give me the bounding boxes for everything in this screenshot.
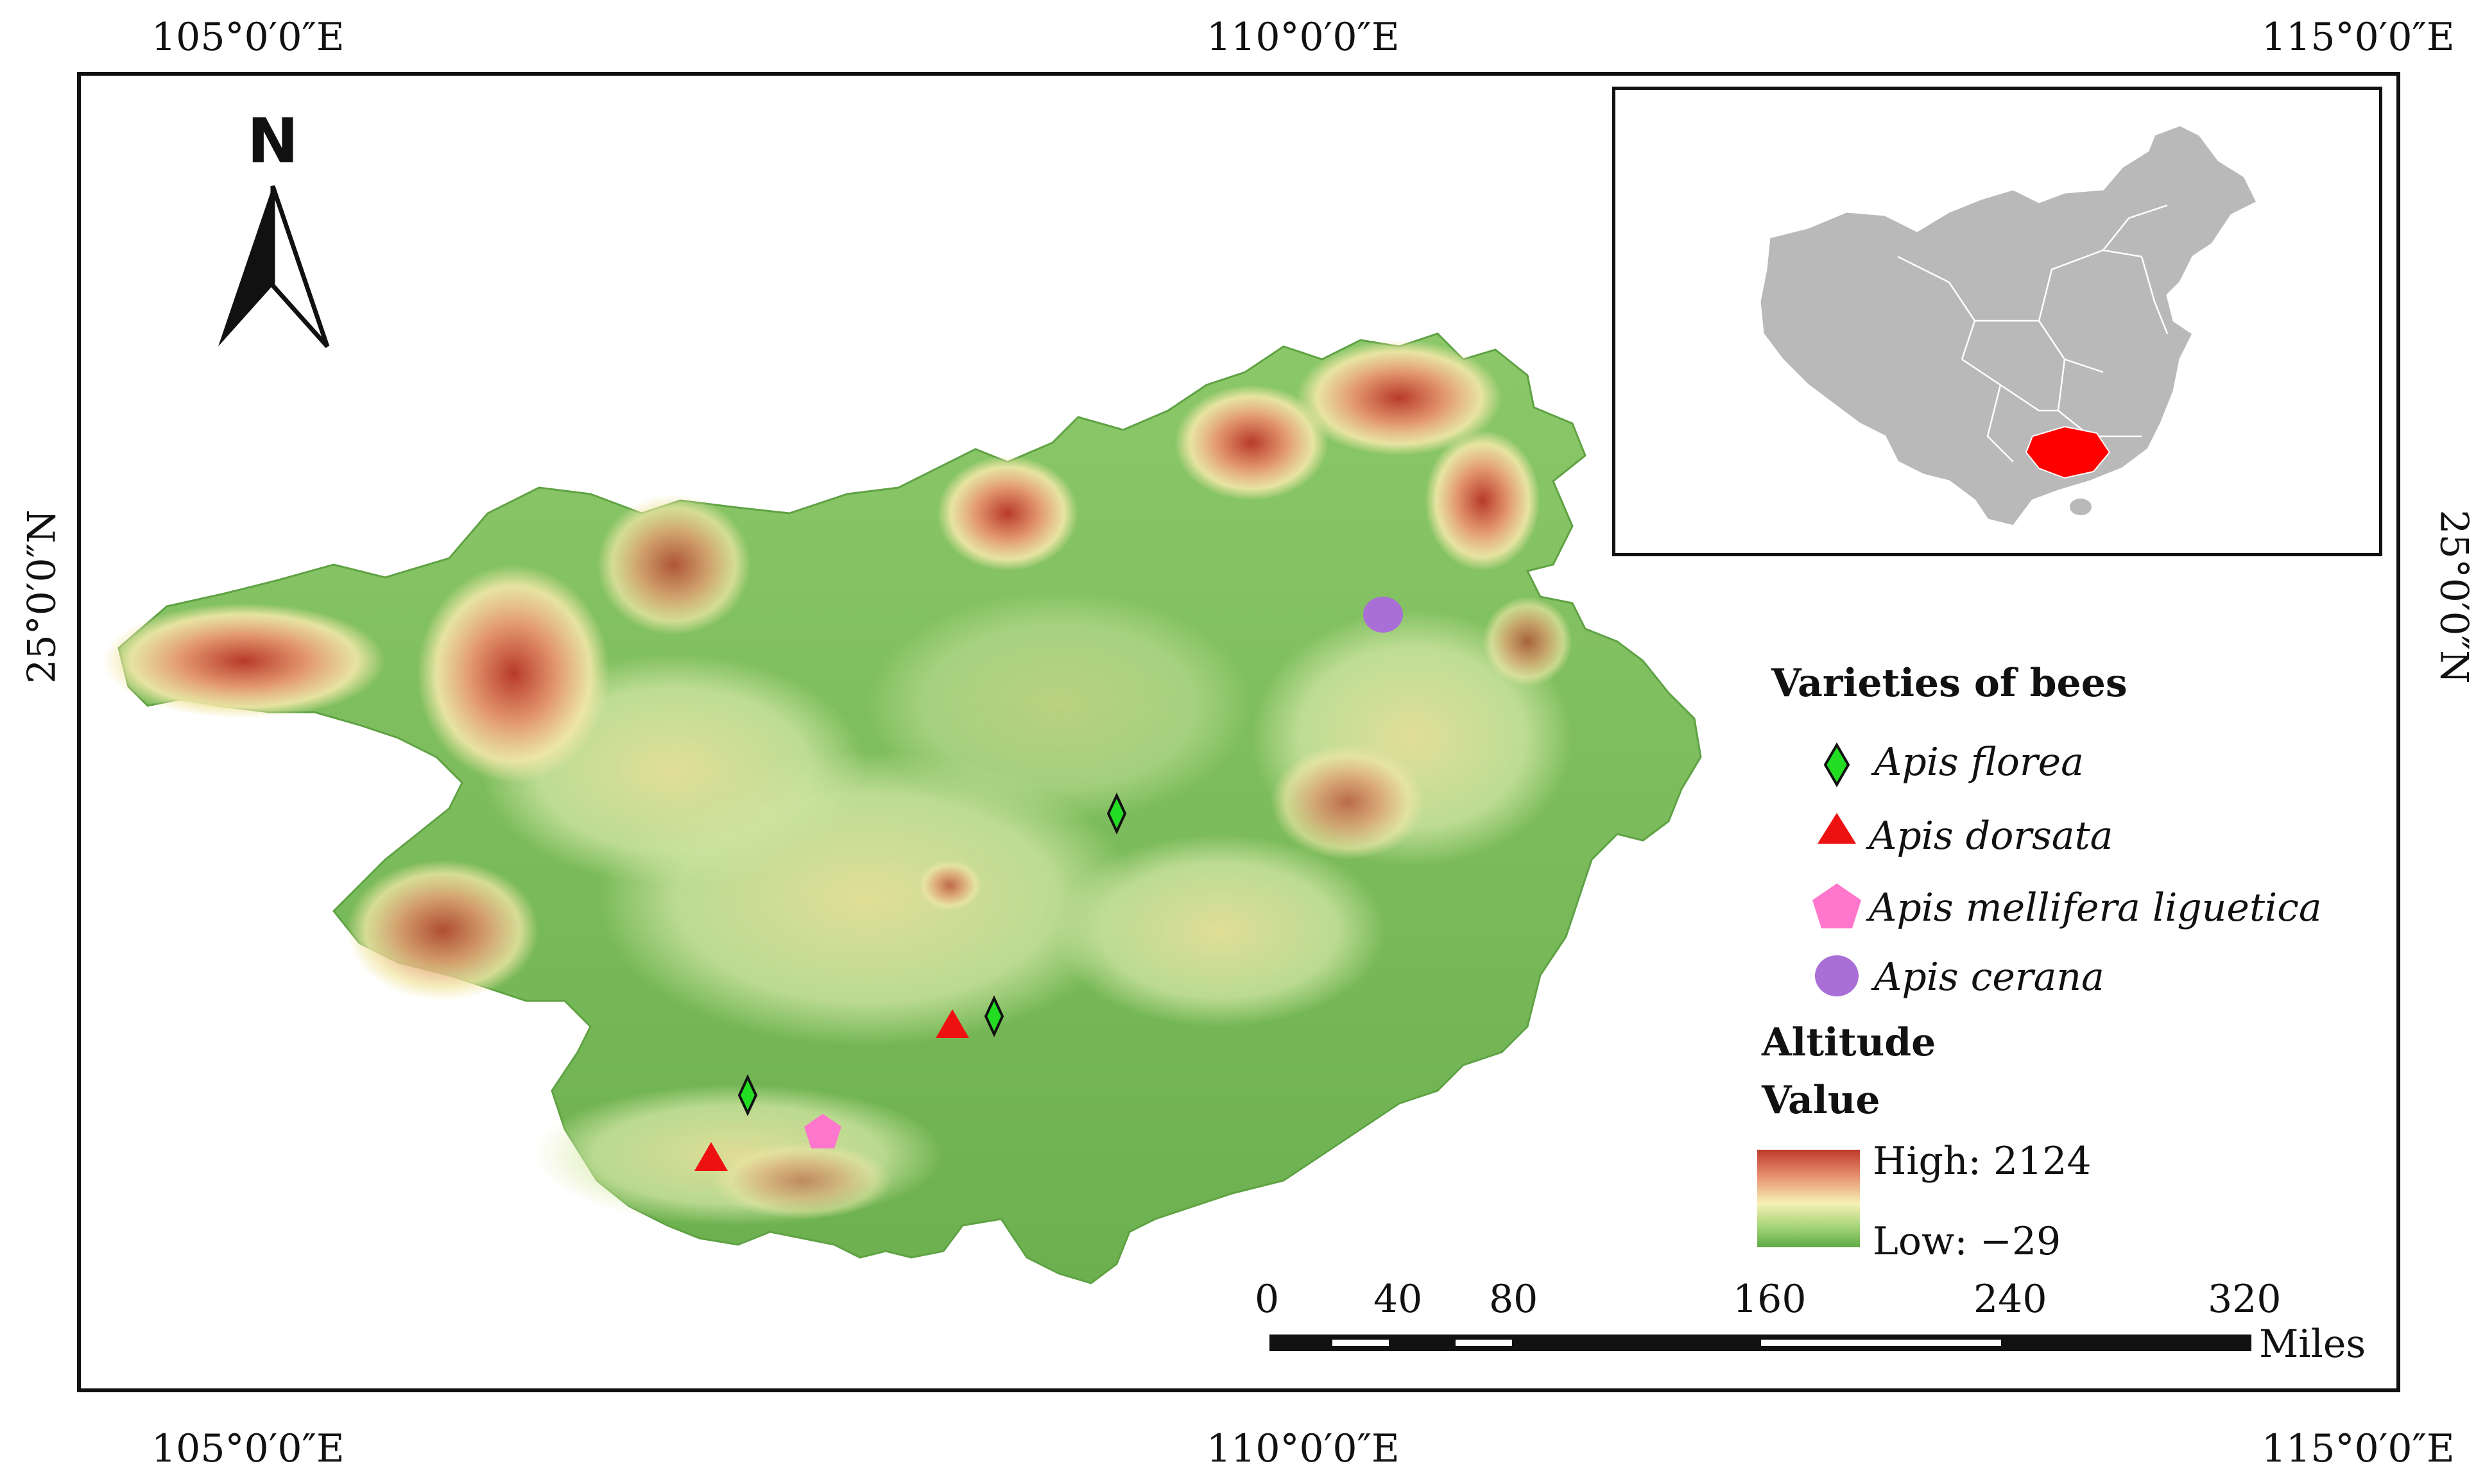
graticule-bottom-115: 115°0′0″E bbox=[2262, 1426, 2455, 1471]
legend-title: Varieties of bees bbox=[1771, 661, 2128, 706]
altitude-color-ramp bbox=[1757, 1150, 1860, 1247]
legend-item-apis-cerana: Apis cerana bbox=[1874, 955, 2104, 1000]
marker-apis-dorsata bbox=[694, 1142, 728, 1171]
graticule-top-110: 110°0′0″E bbox=[1207, 15, 1400, 60]
marker-apis-florea bbox=[984, 995, 1004, 1037]
purple-circle-icon bbox=[1815, 955, 1859, 996]
red-triangle-icon bbox=[1818, 813, 1856, 844]
bee-markers bbox=[694, 597, 1403, 1171]
graticule-bottom-110: 110°0′0″E bbox=[1207, 1426, 1400, 1471]
graticule-bottom-105: 105°0′0″E bbox=[151, 1426, 345, 1471]
scale-tick-80: 80 bbox=[1489, 1277, 1538, 1322]
graticule-top-105: 105°0′0″E bbox=[151, 15, 345, 60]
hainan-island bbox=[2068, 497, 2093, 516]
scale-tick-160: 160 bbox=[1733, 1277, 1807, 1322]
graticule-top-115: 115°0′0″E bbox=[2262, 15, 2455, 60]
green-diamond-icon bbox=[1823, 742, 1850, 787]
legend-item-apis-florea: Apis florea bbox=[1874, 740, 2084, 785]
china-inset-map bbox=[1758, 124, 2259, 527]
scale-unit: Miles bbox=[2259, 1322, 2366, 1367]
altitude-high-label: High: 2124 bbox=[1873, 1139, 2092, 1184]
altitude-title-2: Value bbox=[1762, 1078, 1880, 1123]
scale-bar bbox=[1269, 1335, 2251, 1351]
altitude-title-1: Altitude bbox=[1762, 1020, 1936, 1065]
marker-apis-cerana bbox=[1363, 597, 1403, 633]
scale-tick-40: 40 bbox=[1373, 1277, 1423, 1322]
marker-apis-mellifera bbox=[804, 1114, 841, 1148]
marker-apis-dorsata bbox=[936, 1009, 969, 1038]
marker-apis-florea bbox=[737, 1074, 758, 1116]
terrain-highland-patches bbox=[103, 340, 1572, 1219]
north-arrow-icon bbox=[218, 185, 330, 348]
legend-symbols bbox=[1812, 742, 1861, 996]
china-outline bbox=[1758, 124, 2259, 527]
province-borders bbox=[1897, 204, 2169, 463]
guangxi-highlight bbox=[2025, 425, 2111, 479]
inset-map bbox=[1612, 87, 2382, 556]
legend-item-apis-dorsata: Apis dorsata bbox=[1869, 814, 2113, 858]
altitude-low-label: Low: −29 bbox=[1873, 1219, 2061, 1264]
pink-pentagon-icon bbox=[1812, 883, 1861, 928]
scale-tick-0: 0 bbox=[1255, 1277, 1280, 1322]
map-frame bbox=[77, 72, 2400, 1392]
scale-tick-320: 320 bbox=[2208, 1277, 2282, 1322]
scale-tick-240: 240 bbox=[1973, 1277, 2047, 1322]
legend-item-apis-mellifera: Apis mellifera liguetica bbox=[1869, 885, 2322, 930]
north-arrow-label: N bbox=[247, 105, 299, 177]
marker-apis-florea bbox=[1106, 792, 1127, 835]
